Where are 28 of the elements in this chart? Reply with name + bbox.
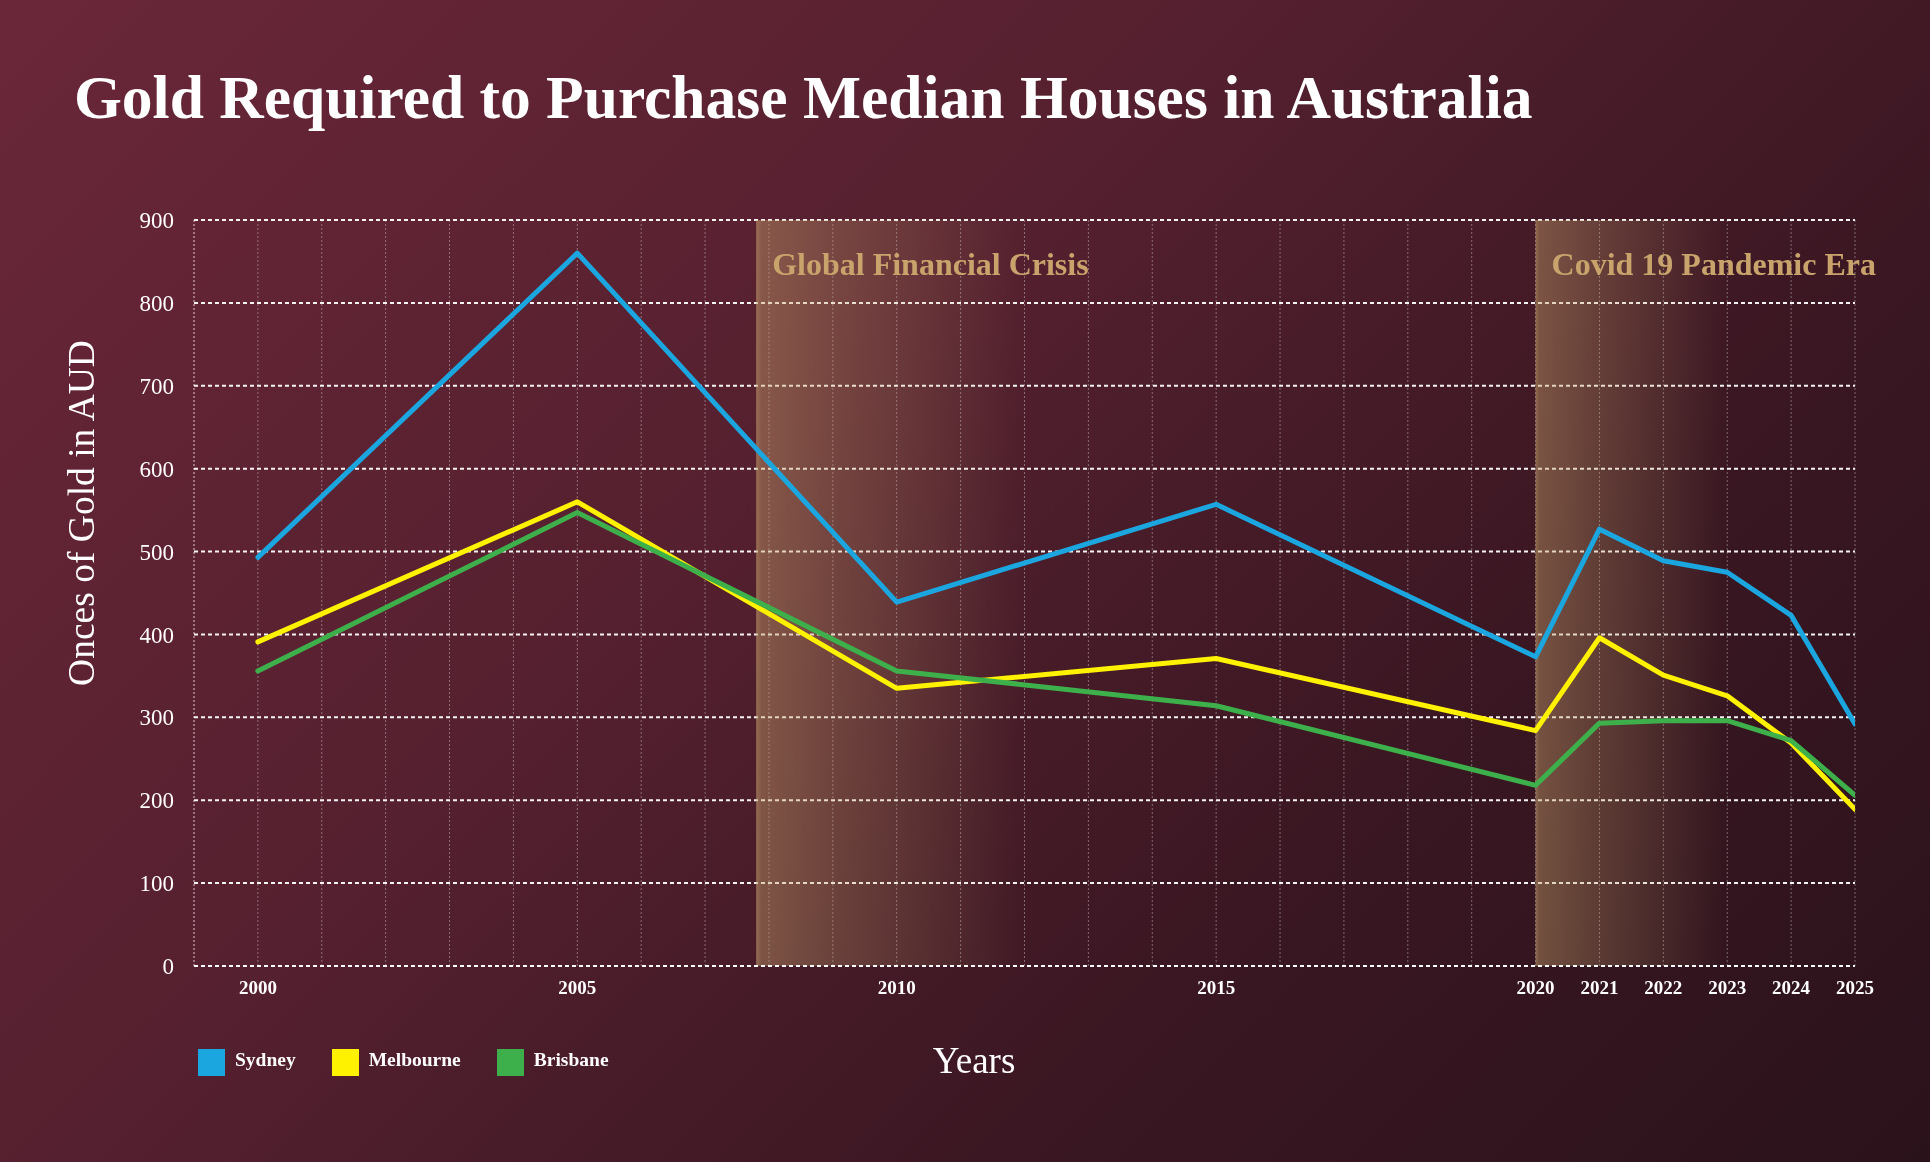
band-label: Global Financial Crisis: [772, 245, 1089, 282]
x-tick-label: 2005: [558, 977, 597, 999]
y-tick-label: 500: [139, 539, 174, 565]
x-tick-label: 2010: [877, 977, 916, 999]
y-tick-label: 0: [162, 954, 174, 980]
y-tick-label: 100: [139, 871, 174, 897]
x-tick-label: 2023: [1708, 977, 1747, 999]
y-tick-label: 400: [139, 622, 174, 648]
x-tick-label: 2025: [1836, 977, 1874, 999]
chart-title: Gold Required to Purchase Median Houses in Australia: [74, 63, 1533, 132]
y-axis-title: Onces of Gold in AUD: [61, 340, 103, 686]
legend-label: Brisbane: [533, 1049, 609, 1070]
x-tick-label: 2022: [1644, 977, 1683, 999]
y-tick-label: 300: [139, 705, 174, 731]
x-tick-label: 2024: [1772, 977, 1811, 999]
x-tick-label: 2020: [1516, 977, 1555, 999]
y-tick-label: 200: [139, 788, 174, 814]
y-tick-label: 700: [139, 373, 174, 399]
x-axis-title: Years: [932, 1039, 1016, 1082]
x-tick-label: 2015: [1197, 977, 1236, 999]
x-tick-label: 2000: [238, 977, 277, 999]
legend-label: Sydney: [235, 1049, 296, 1070]
legend-label: Melbourne: [368, 1049, 461, 1070]
x-tick-label: 2021: [1580, 977, 1619, 999]
y-tick-label: 900: [139, 208, 174, 234]
y-tick-label: 800: [139, 291, 174, 317]
band-label: Covid 19 Pandemic Era: [1551, 245, 1877, 282]
y-tick-label: 600: [139, 456, 174, 482]
